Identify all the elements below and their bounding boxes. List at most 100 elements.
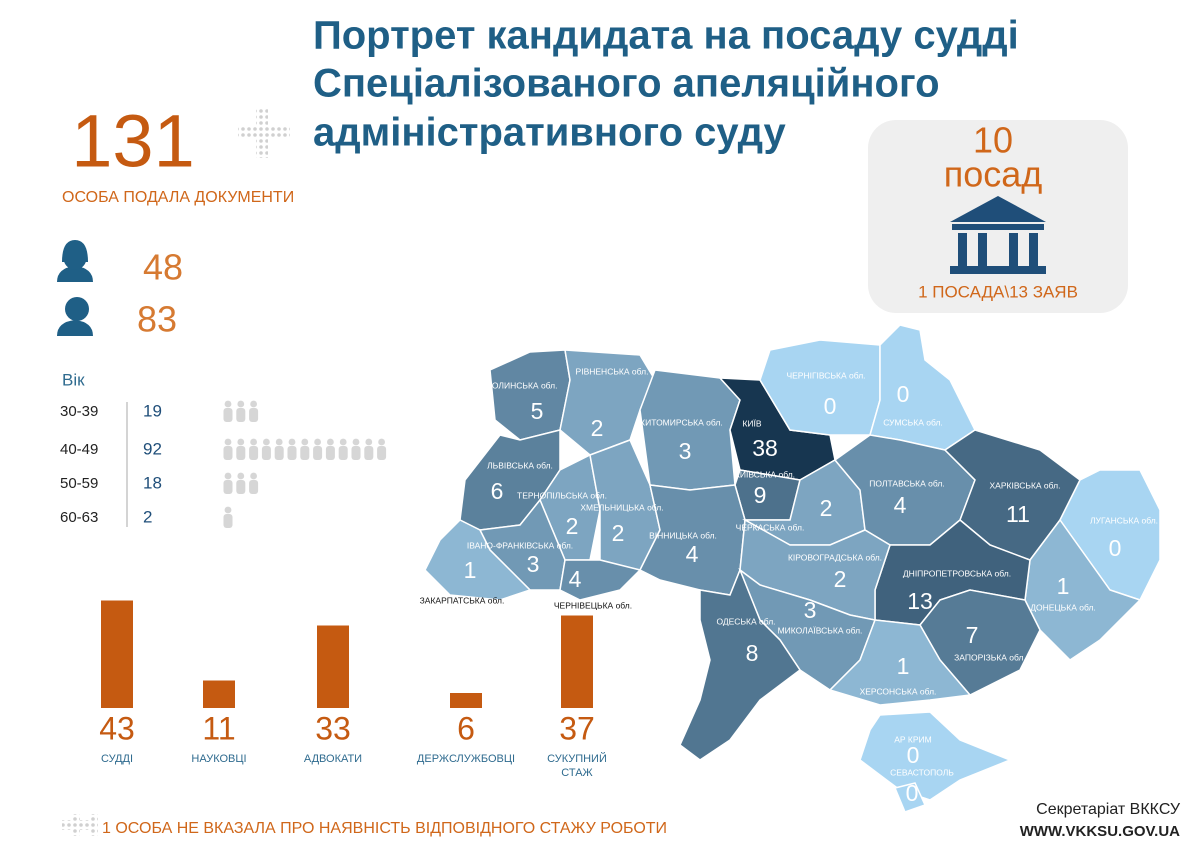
- region-name: МИКОЛАЇВСЬКА обл.: [778, 625, 863, 635]
- person-icon: [378, 438, 385, 446]
- person-icon: [237, 438, 245, 446]
- person-icon: [224, 506, 232, 514]
- region-value: 13: [907, 588, 933, 614]
- footer-note: 1 ОСОБА НЕ ВКАЗАЛА ПРО НАЯВНІСТЬ ВІДПОВІ…: [102, 820, 667, 837]
- region-value: 2: [612, 520, 625, 546]
- title-line: адміністративного суду: [313, 111, 787, 155]
- person-icon: [377, 446, 387, 460]
- region-name: ЧЕРНІВЕЦЬКА обл.: [554, 600, 632, 610]
- age-range: 40-49: [60, 441, 98, 458]
- region-value: 38: [752, 435, 778, 461]
- region-value: 0: [1109, 535, 1122, 561]
- bar: [317, 625, 349, 708]
- region: [828, 619, 972, 706]
- person-icon: [365, 438, 373, 446]
- region-name: ЛУГАНСЬКА обл.: [1090, 515, 1158, 525]
- region-name: ЧЕРКАСЬКА обл.: [736, 522, 805, 532]
- bar-value: 11: [202, 710, 235, 746]
- region-name: ХЕРСОНСЬКА обл.: [860, 686, 937, 696]
- region-value: 9: [754, 482, 767, 508]
- region-name: СЕВАСТОПОЛЬ: [890, 767, 954, 777]
- region-value: 4: [686, 541, 699, 567]
- region-name: ВІННИЦЬКА обл.: [649, 530, 717, 540]
- region-name: КИЇВ: [742, 418, 761, 428]
- region-name: АР КРИМ: [894, 734, 932, 744]
- region-name: ХАРКІВСЬКА обл.: [990, 480, 1061, 490]
- age-count: 2: [143, 507, 152, 526]
- person-icon: [327, 438, 334, 446]
- person-icon: [250, 438, 257, 446]
- person-icon: [351, 446, 361, 460]
- person-icon: [249, 480, 259, 494]
- title-line: Портрет кандидата на посаду судді: [313, 14, 1019, 58]
- footer-org: Секретаріат ВККСУ: [1036, 801, 1181, 818]
- bar-category: АДВОКАТИ: [303, 753, 363, 765]
- person-icon: [301, 438, 309, 446]
- person-icon: [236, 480, 246, 494]
- region-name: РІВНЕНСЬКА обл.: [576, 366, 649, 376]
- region-value: 0: [907, 742, 920, 768]
- positions-note: 1 ПОСАДА\13 ЗАЯВ: [918, 282, 1078, 301]
- person-icon: [250, 472, 257, 480]
- person-icon: [339, 438, 347, 446]
- region-value: 1: [897, 653, 910, 679]
- bar-category: СУДДІ: [100, 753, 134, 765]
- person-icon: [287, 446, 297, 460]
- person-icon: [249, 446, 259, 460]
- region: [679, 567, 802, 761]
- bar: [101, 600, 133, 708]
- region-value: 1: [1057, 573, 1070, 599]
- male-count: 83: [137, 299, 177, 340]
- bar: [561, 615, 593, 708]
- map: ВОЛИНСЬКА обл. 5 РІВНЕНСЬКА обл. 2 ЖИТОМИРСЬ…: [420, 324, 1161, 813]
- region: [639, 369, 741, 491]
- region: [859, 711, 1013, 801]
- age-range: 50-59: [60, 475, 98, 492]
- age-range: 30-39: [60, 403, 98, 420]
- region-value: 4: [569, 566, 582, 592]
- person-icon: [249, 408, 259, 422]
- male-icon: [57, 297, 93, 336]
- region-value: 8: [746, 640, 759, 666]
- bar-category: ДЕРЖСЛУЖБОВЦІ: [416, 753, 516, 765]
- female-icon: [57, 240, 93, 282]
- region-name: ЗАПОРІЗЬКА обл.: [954, 652, 1026, 662]
- female-count: 48: [143, 247, 183, 288]
- bar-category: НАУКОВЦІ: [191, 753, 247, 765]
- region-name: ПОЛТАВСЬКА обл.: [869, 478, 944, 488]
- person-icon: [314, 438, 321, 446]
- region-value: 3: [679, 438, 692, 464]
- person-icon: [275, 438, 283, 446]
- person-icon: [263, 438, 270, 446]
- region-name: ЛЬВІВСЬКА обл.: [487, 460, 553, 470]
- bar: [203, 680, 235, 708]
- region-value: 0: [906, 780, 919, 806]
- region-name: ВОЛИНСЬКА обл.: [487, 380, 558, 390]
- region-name: СУМСЬКА обл.: [883, 417, 943, 427]
- region-value: 2: [820, 495, 833, 521]
- region-value: 1: [464, 557, 477, 583]
- region-value: 2: [591, 415, 604, 441]
- court-icon: [950, 196, 1046, 274]
- age-icons: [223, 506, 233, 528]
- person-icon: [236, 408, 246, 422]
- region-value: 5: [531, 398, 544, 424]
- bar-value: 37: [559, 710, 595, 746]
- bar-value: 43: [99, 710, 135, 746]
- region-name: ЗАКАРПАТСЬКА обл.: [420, 595, 505, 605]
- region-name: ДОНЕЦЬКА обл.: [1030, 602, 1096, 612]
- age-count: 19: [143, 401, 162, 420]
- person-icon: [338, 446, 348, 460]
- region-name: ОДЕСЬКА обл.: [716, 616, 775, 626]
- age-icons: [223, 400, 259, 422]
- person-icon: [224, 472, 232, 480]
- region-name: ЖИТОМИРСЬКА обл.: [637, 417, 722, 427]
- age-icons: [223, 472, 259, 494]
- total-label: ОСОБА ПОДАЛА ДОКУМЕНТИ: [62, 189, 294, 206]
- person-icon: [223, 514, 233, 528]
- region-name: ДНІПРОПЕТРОВСЬКА обл.: [903, 568, 1011, 578]
- person-icon: [237, 472, 245, 480]
- person-icon: [237, 400, 245, 408]
- person-icon: [223, 446, 233, 460]
